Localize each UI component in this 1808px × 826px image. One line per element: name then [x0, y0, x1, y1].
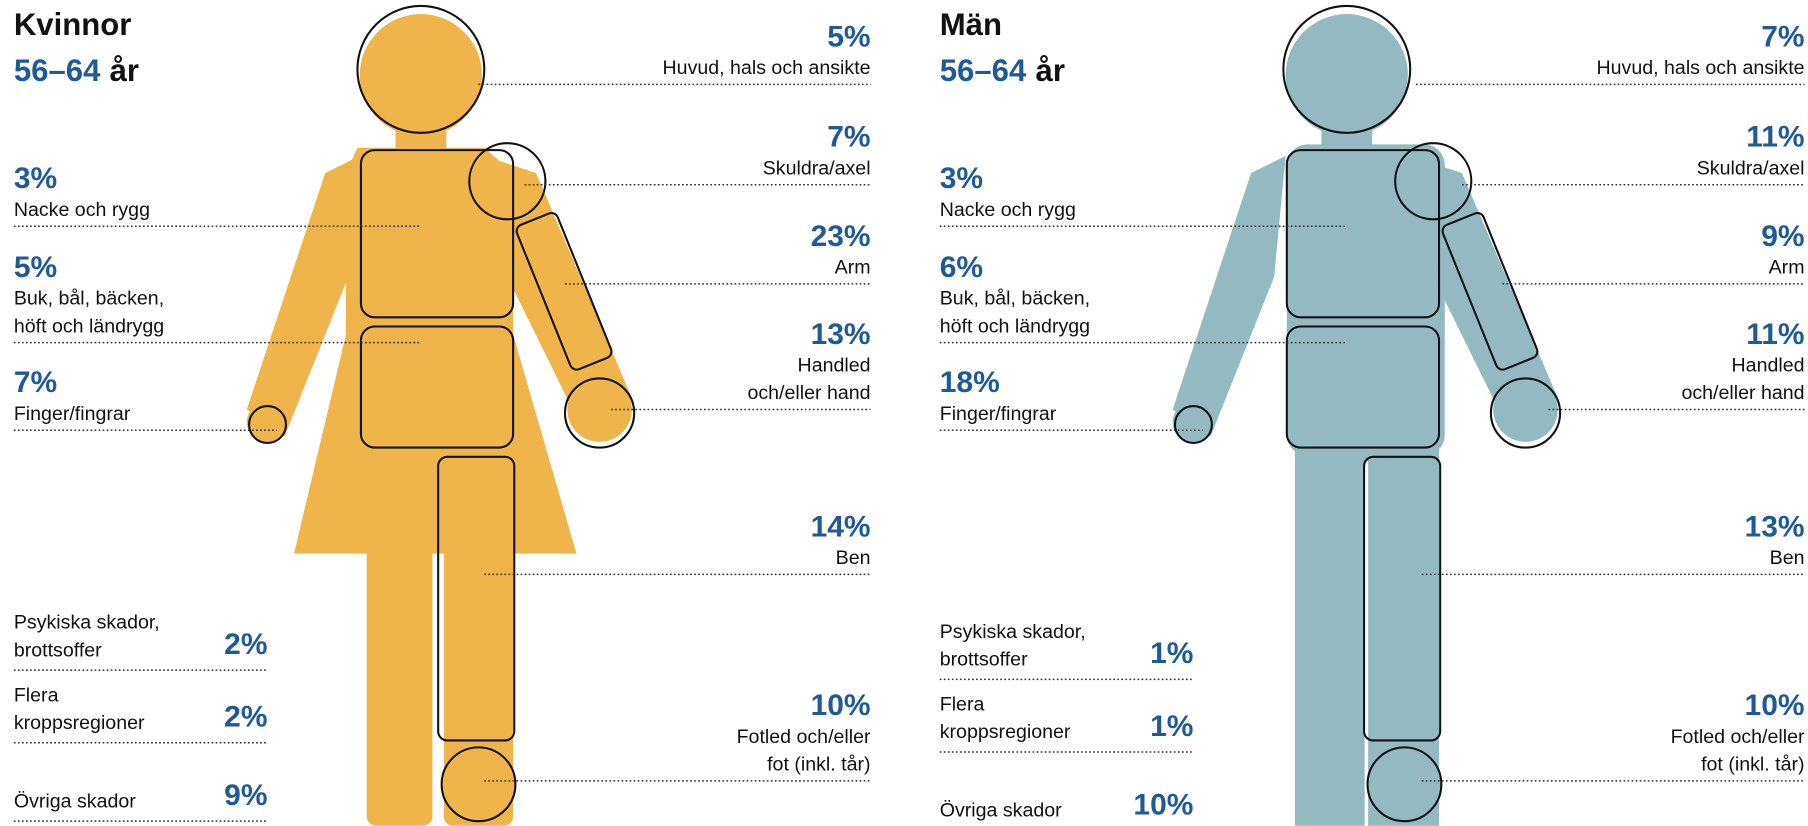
body-region-label: Huvud, hals och ansikte: [1597, 57, 1805, 79]
category-label: Psykiska skador,: [14, 612, 160, 634]
percentage: 2%: [224, 628, 267, 661]
percentage: 9%: [224, 779, 267, 812]
category-label: Övriga skador: [940, 800, 1062, 822]
percentage: 10%: [1745, 689, 1805, 722]
panel: Män 56–64 år 7% Huvud, hals och ansikte 11% Sk…: [940, 6, 1805, 826]
percentage: 7%: [1761, 20, 1804, 53]
body-region-label: Skuldra/axel: [1697, 157, 1805, 179]
age-range: 56–64: [14, 53, 101, 88]
head: [360, 14, 482, 136]
category-label: brottsoffer: [940, 649, 1028, 671]
percentage: 1%: [1150, 637, 1193, 670]
body-region-label: Handled: [1732, 354, 1805, 376]
head: [1286, 14, 1408, 136]
age-unit: år: [110, 53, 139, 88]
body-region-label: Huvud, hals och ansikte: [663, 57, 871, 79]
percentage: 18%: [940, 366, 1000, 399]
category-label: Flera: [940, 693, 985, 715]
category-label: Psykiska skador,: [940, 621, 1086, 643]
percentage: 11%: [1746, 318, 1804, 351]
percentage: 6%: [940, 251, 983, 284]
body-region-label: Arm: [1769, 256, 1805, 278]
body-region-label: Ben: [836, 547, 871, 569]
body-region-label: Finger/fingrar: [14, 403, 131, 425]
body-region-label: Arm: [835, 256, 871, 278]
leg: [367, 542, 433, 826]
percentage: 14%: [811, 510, 871, 543]
category-label: brottsoffer: [14, 639, 102, 661]
body-region-label: Finger/fingrar: [940, 403, 1057, 425]
body-region-label: Buk, bål, bäcken,: [14, 288, 164, 310]
panel-title: Män: [940, 7, 1002, 42]
percentage: 23%: [811, 220, 871, 253]
panel: Kvinnor 56–64 år 5% Huvud, hals och ansikte 7…: [14, 6, 871, 826]
percentage: 2%: [224, 701, 267, 734]
age-range: 56–64: [940, 53, 1027, 88]
infographic: Kvinnor 56–64 år 5% Huvud, hals och ansikte 7…: [0, 0, 1808, 826]
body-region-label: och/eller hand: [747, 382, 870, 404]
panel-title: Kvinnor: [14, 7, 132, 42]
percentage: 1%: [1150, 710, 1193, 743]
body-region-label: Fotled och/eller: [1671, 726, 1805, 748]
arm: [1173, 156, 1286, 436]
percentage: 7%: [827, 121, 870, 154]
category-label: Flera: [14, 684, 59, 706]
body-region-label: Ben: [1770, 547, 1805, 569]
percentage: 7%: [14, 366, 57, 399]
page: Kvinnor 56–64 år 5% Huvud, hals och ansikte 7…: [0, 0, 1808, 826]
body-region-label: och/eller hand: [1681, 382, 1804, 404]
percentage: 5%: [14, 251, 57, 284]
body-region-label: Nacke och rygg: [940, 199, 1076, 221]
body-region-label: Skuldra/axel: [763, 157, 871, 179]
percentage: 3%: [940, 162, 983, 195]
category-label: Övriga skador: [14, 790, 136, 812]
percentage: 10%: [1133, 788, 1193, 821]
percentage: 13%: [1745, 510, 1805, 543]
body-region-label: Handled: [798, 354, 871, 376]
age-group: 56–64 år: [14, 53, 139, 88]
percentage: 10%: [811, 689, 871, 722]
percentage: 9%: [1761, 220, 1804, 253]
age-unit: år: [1036, 53, 1065, 88]
body-region-label: höft och ländrygg: [14, 315, 164, 337]
body-region-label: Fotled och/eller: [737, 726, 871, 748]
body-region-label: höft och ländrygg: [940, 315, 1090, 337]
percentage: 11%: [1746, 121, 1804, 154]
body-region-label: Buk, bål, bäcken,: [940, 288, 1090, 310]
age-group: 56–64 år: [940, 53, 1065, 88]
percentage: 3%: [14, 162, 57, 195]
category-label: kroppsregioner: [14, 712, 145, 734]
body-region-label: fot (inkl. tår): [1701, 753, 1804, 775]
body-region-label: fot (inkl. tår): [767, 753, 870, 775]
percentage: 13%: [811, 318, 871, 351]
percentage: 5%: [827, 20, 870, 53]
category-label: kroppsregioner: [940, 721, 1071, 743]
body-region-label: Nacke och rygg: [14, 199, 150, 221]
